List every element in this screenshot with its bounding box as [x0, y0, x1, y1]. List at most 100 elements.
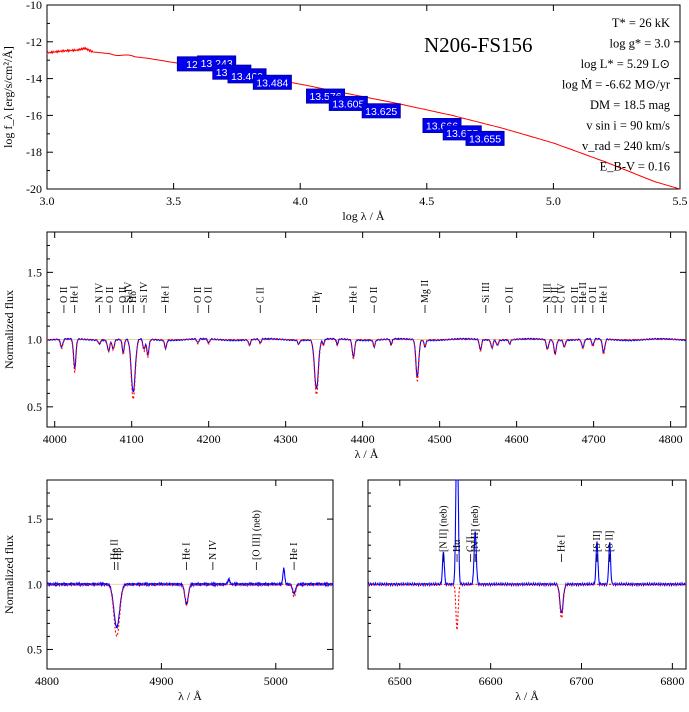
plot-frame [46, 231, 687, 428]
observed-spectrum-line [367, 479, 687, 614]
line-annotation: He II [109, 539, 120, 570]
annotation-label: N IV [94, 282, 105, 303]
annotation-label: He I [70, 286, 81, 304]
line-annotation: N IV [208, 539, 219, 570]
line-annotation: He I [289, 543, 300, 570]
parameter-text: log g* = 3.0 [609, 37, 670, 51]
line-annotation: C II [255, 287, 266, 313]
annotation-label: [N II] (neb) [438, 505, 449, 552]
y-axis-label: Normalized flux [2, 535, 16, 614]
x-tick-label: 3.0 [40, 194, 55, 208]
parameter-text: log L* = 5.29 L⊙ [581, 57, 670, 71]
photometry-box [361, 103, 401, 119]
line-annotation: O II [570, 287, 581, 313]
line-annotation: Hδ [128, 291, 139, 313]
line-annotation: He I [599, 286, 610, 313]
annotation-label: Hβ [113, 548, 124, 560]
annotation-label: N IV [208, 539, 219, 560]
x-tick-label: 4000 [43, 432, 67, 446]
annotation-label: [N II] (neb) [470, 505, 481, 552]
annotation-label: O II [105, 287, 116, 303]
parameter-text: log Ṁ = -6.62 M⊙/yr [562, 78, 671, 92]
annotation-label: O II [550, 287, 561, 303]
line-annotation: He I [348, 286, 359, 313]
annotation-label: O II [588, 287, 599, 303]
photometry-label: 13.484 [256, 77, 288, 89]
annotation-label: Hα [452, 539, 463, 552]
parameter-text: DM = 18.5 mag [590, 98, 671, 112]
annotation-label: He I [599, 286, 610, 304]
photometry-label: 13.655 [469, 133, 501, 145]
x-axis-label: λ / Å [515, 689, 539, 703]
line-annotation: He I [557, 535, 568, 562]
line-annotation: [N II] (neb) [470, 505, 481, 562]
photometry-box [465, 130, 505, 146]
line-annotation: O II [59, 287, 70, 313]
annotation-label: He I [182, 543, 193, 561]
annotation-label: Si IV [139, 281, 150, 303]
line-annotation: He I [70, 286, 81, 313]
y-tick-label: -18 [26, 145, 42, 159]
parameter-text: v sin i = 90 km/s [586, 119, 670, 133]
line-annotation: N III [542, 283, 553, 313]
line-annotation: O II [193, 287, 204, 313]
x-tick-label: 4400 [351, 432, 375, 446]
line-annotation: [S II] [592, 531, 603, 562]
line-annotation: O II [369, 287, 380, 313]
sed-panel: 3.0 3.5 4.0 4.5 5.0 5.5 -10 -12 -14 -16 -18 -20 log … [1, 0, 688, 223]
x-axis-label: λ / Å [178, 689, 202, 703]
x-tick-label: 6700 [570, 674, 594, 688]
annotation-label: [S II] [592, 531, 603, 552]
line-annotation: O II [204, 287, 215, 313]
y-tick-label: -16 [26, 108, 42, 122]
x-tick-label: 3.5 [166, 194, 181, 208]
annotation-label: C IV [556, 283, 567, 304]
annotation-label: Si III [481, 282, 492, 303]
plot-frame [46, 479, 334, 670]
line-annotation: He I [182, 543, 193, 570]
x-tick-label: 4600 [505, 432, 529, 446]
model-spectrum-line [47, 583, 333, 638]
parameter-text: v_rad = 240 km/s [582, 139, 670, 153]
line-annotation: O II [105, 287, 116, 313]
y-tick-label: 0.5 [27, 642, 42, 656]
photometry-box [252, 74, 292, 90]
photometry-label: 13.605 [332, 98, 364, 110]
y-tick-label: 1.5 [27, 512, 42, 526]
line-annotation: Si IV [124, 281, 135, 313]
annotation-label: C II [466, 536, 477, 552]
x-axis-label: log λ / Å [342, 209, 384, 223]
y-axis-label: log f_λ [erg/s/cm²/Å] [1, 46, 15, 148]
photometry-point: 13.625 [361, 103, 401, 119]
x-tick-label: 5.5 [673, 194, 688, 208]
line-annotation: [S II] [605, 531, 616, 562]
annotation-label: O II [59, 287, 70, 303]
line-annotation: O II [588, 287, 599, 313]
annotation-label: O II [570, 287, 581, 303]
x-tick-label: 4.5 [419, 194, 434, 208]
annotation-label: Mg II [420, 280, 431, 303]
x-tick-label: 4700 [582, 432, 606, 446]
line-annotation: Hβ [113, 548, 124, 570]
x-tick-label: 4100 [120, 432, 144, 446]
annotation-label: N III [542, 283, 553, 303]
line-annotation: N IV [94, 282, 105, 313]
annotation-label: He II [109, 539, 120, 560]
annotation-label: O II [369, 287, 380, 303]
spectrum-panel-blue: 4000 4100 4200 4300 4400 4500 4600 4700 4800 0.5 1… [2, 231, 687, 461]
y-tick-label: 1.0 [27, 333, 42, 347]
line-annotation: He II [578, 282, 589, 313]
annotation-label: He I [557, 535, 568, 553]
annotation-label: Hδ [128, 291, 139, 303]
annotation-label: Hγ [311, 291, 322, 303]
x-tick-label: 6600 [479, 674, 503, 688]
y-tick-label: -10 [26, 0, 42, 12]
line-annotation: Mg II [420, 280, 431, 313]
annotation-label: C II [255, 287, 266, 303]
x-tick-label: 5.0 [546, 194, 561, 208]
annotation-label: He I [348, 286, 359, 304]
line-annotation: [N II] (neb) [438, 505, 449, 562]
line-annotation: He I [161, 286, 172, 313]
annotation-label: [S II] [605, 531, 616, 552]
